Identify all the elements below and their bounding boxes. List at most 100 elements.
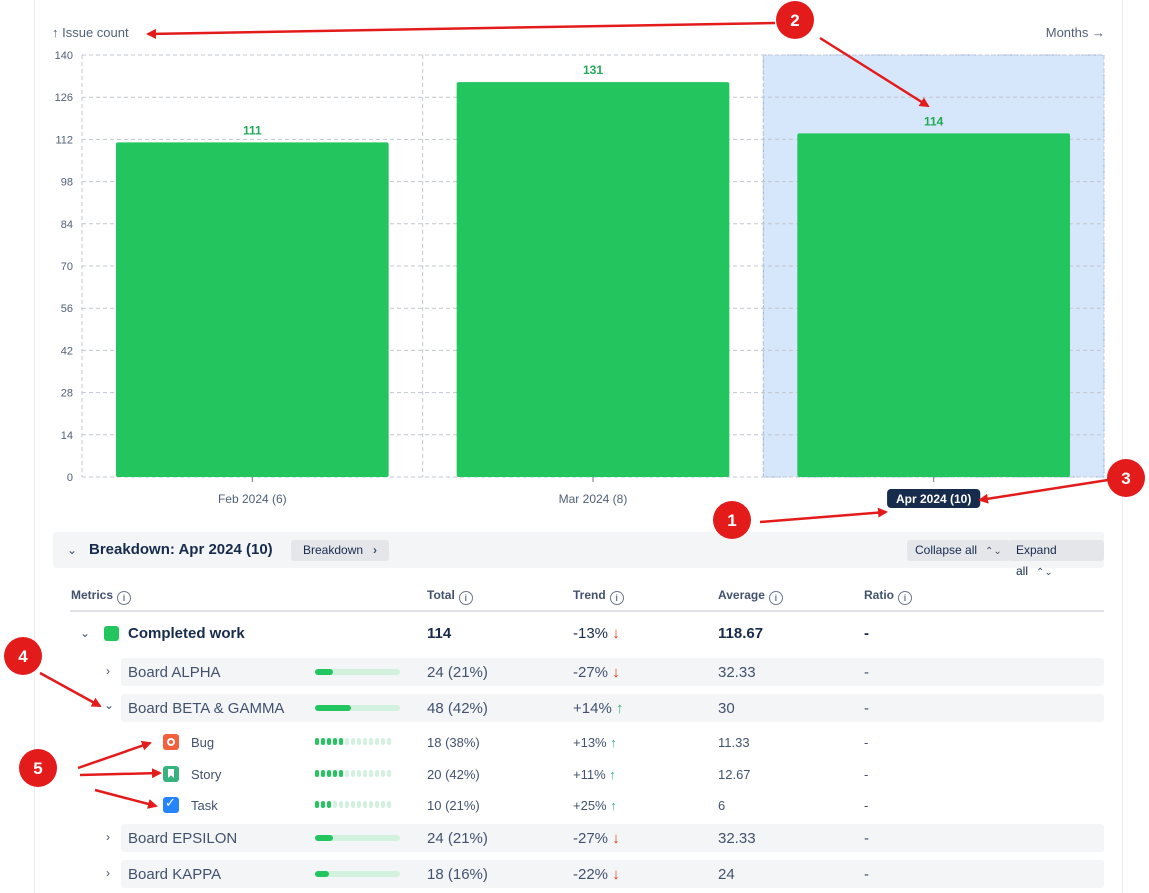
annotation-badge-4 bbox=[4, 637, 42, 675]
row-name: Board BETA & GAMMA bbox=[128, 700, 285, 717]
table-row-board-alpha[interactable] bbox=[121, 658, 1104, 686]
share-dot bbox=[321, 770, 325, 777]
info-icon[interactable]: i bbox=[609, 591, 624, 605]
share-dot bbox=[345, 770, 349, 777]
row-total: 48 (42%) bbox=[427, 700, 488, 717]
share-dot bbox=[315, 801, 319, 808]
share-dot bbox=[345, 738, 349, 745]
share-dot bbox=[363, 738, 367, 745]
share-bar-fill bbox=[315, 871, 329, 877]
share-dots bbox=[315, 738, 391, 745]
row-average: 118.67 bbox=[718, 625, 764, 642]
chevron-down-icon[interactable]: ⌄ bbox=[104, 698, 115, 712]
share-dot bbox=[381, 738, 385, 745]
row-name: Board EPSILON bbox=[128, 830, 238, 847]
breakdown-header: ⌄ Breakdown: Apr 2024 (10) Breakdown › Co… bbox=[53, 532, 1104, 578]
row-ratio: - bbox=[864, 866, 869, 883]
info-icon[interactable]: i bbox=[898, 591, 912, 605]
annotation-arrow-5b bbox=[79, 768, 162, 779]
row-name: Board KAPPA bbox=[128, 866, 222, 883]
expand-all-button[interactable]: Expand all ⌃⌄ bbox=[1008, 540, 1104, 578]
y-tick-label: 126 bbox=[55, 92, 73, 104]
y-tick-label: 98 bbox=[61, 177, 73, 189]
chevron-down-icon[interactable]: ⌄ bbox=[67, 543, 78, 557]
expand-icon: ⌃⌄ bbox=[1036, 567, 1053, 578]
share-dot bbox=[351, 801, 355, 808]
row-name: Story bbox=[191, 767, 222, 782]
row-total: 10 (21%) bbox=[427, 798, 480, 813]
breakdown-button[interactable]: Breakdown › bbox=[291, 540, 390, 561]
y-tick-label: 84 bbox=[61, 219, 73, 231]
y-tick-label: 56 bbox=[61, 303, 73, 315]
share-dot bbox=[327, 801, 331, 808]
row-name: Completed work bbox=[128, 625, 245, 642]
chevron-down-icon[interactable]: ⌄ bbox=[80, 626, 91, 640]
share-dot bbox=[339, 801, 343, 808]
share-dot bbox=[321, 801, 325, 808]
bar-feb[interactable] bbox=[116, 142, 389, 477]
chevron-right-icon[interactable]: › bbox=[106, 830, 110, 844]
share-dot bbox=[357, 770, 361, 777]
info-icon[interactable]: i bbox=[458, 591, 473, 605]
share-bar bbox=[315, 705, 400, 711]
row-trend: +25% ↑ bbox=[573, 798, 617, 813]
story-icon bbox=[163, 766, 179, 782]
arrow-up-icon: ↑ bbox=[615, 700, 624, 717]
share-dot bbox=[375, 801, 379, 808]
chevron-right-icon[interactable]: › bbox=[106, 664, 110, 678]
row-ratio: - bbox=[864, 664, 869, 681]
y-tick-label: 14 bbox=[61, 430, 73, 442]
share-dot bbox=[333, 770, 337, 777]
y-axis-title: ↑ Issue count bbox=[52, 25, 129, 40]
trend-header-label: Trend bbox=[573, 588, 606, 602]
average-header-label: Average bbox=[718, 588, 765, 602]
x-tick-label[interactable]: Mar 2024 (8) bbox=[559, 492, 628, 506]
table-row-board-beta-gamma[interactable] bbox=[121, 694, 1104, 722]
bar-apr[interactable] bbox=[797, 133, 1070, 477]
column-header-average: Average i bbox=[718, 588, 783, 605]
row-name: Task bbox=[191, 798, 218, 813]
chevron-right-icon[interactable]: › bbox=[106, 866, 110, 880]
trend-value: -13% bbox=[573, 625, 609, 642]
annotation-number: 4 bbox=[18, 647, 28, 666]
table-row-board-epsilon[interactable] bbox=[121, 824, 1104, 852]
share-dot bbox=[369, 801, 373, 808]
info-icon[interactable]: i bbox=[117, 591, 132, 605]
x-tick-label-selected[interactable]: Apr 2024 (10) bbox=[896, 492, 971, 506]
column-header-total: Total i bbox=[427, 588, 473, 605]
row-trend: -27% ↓ bbox=[573, 830, 620, 847]
trend-value: -22% bbox=[573, 866, 609, 883]
breakdown-button-label: Breakdown bbox=[303, 543, 364, 557]
share-dot bbox=[339, 738, 343, 745]
row-total: 18 (16%) bbox=[427, 866, 488, 883]
x-tick-label[interactable]: Feb 2024 (6) bbox=[218, 492, 287, 506]
share-bar-fill bbox=[315, 705, 351, 711]
x-axis-title: Months → bbox=[1045, 25, 1105, 40]
info-icon[interactable]: i bbox=[768, 591, 783, 605]
row-ratio: - bbox=[864, 625, 869, 642]
trend-value: +13% bbox=[573, 735, 607, 750]
share-dot bbox=[381, 770, 385, 777]
row-total: 24 (21%) bbox=[427, 664, 488, 681]
collapse-all-button[interactable]: Collapse all ⌃⌄ bbox=[907, 540, 1010, 561]
issue-count-bar-chart[interactable]: 0 14 28 42 56 70 84 98 112 126 140 111 Feb 2024 (6) 1… bbox=[0, 0, 1149, 520]
table-row-board-kappa[interactable] bbox=[121, 860, 1104, 888]
row-average: 24 bbox=[718, 866, 735, 883]
trend-value: +14% bbox=[573, 700, 612, 717]
annotation-badge-5 bbox=[19, 749, 57, 787]
share-bar bbox=[315, 871, 400, 877]
panel-left-border bbox=[34, 0, 35, 893]
share-dot bbox=[315, 738, 319, 745]
row-ratio: - bbox=[864, 700, 869, 717]
y-tick-label: 42 bbox=[61, 345, 73, 357]
arrow-up-icon: ↑ bbox=[610, 798, 617, 813]
bar-mar[interactable] bbox=[456, 82, 730, 477]
row-average: 32.33 bbox=[718, 664, 756, 681]
row-trend: -27% ↓ bbox=[573, 664, 620, 681]
share-dots bbox=[315, 801, 391, 808]
task-icon: ✓ bbox=[163, 795, 179, 813]
arrow-up-icon: ↑ bbox=[610, 735, 617, 750]
share-dot bbox=[327, 738, 331, 745]
breakdown-title: Breakdown: Apr 2024 (10) bbox=[89, 541, 273, 558]
column-header-metrics: Metrics i bbox=[71, 588, 132, 605]
